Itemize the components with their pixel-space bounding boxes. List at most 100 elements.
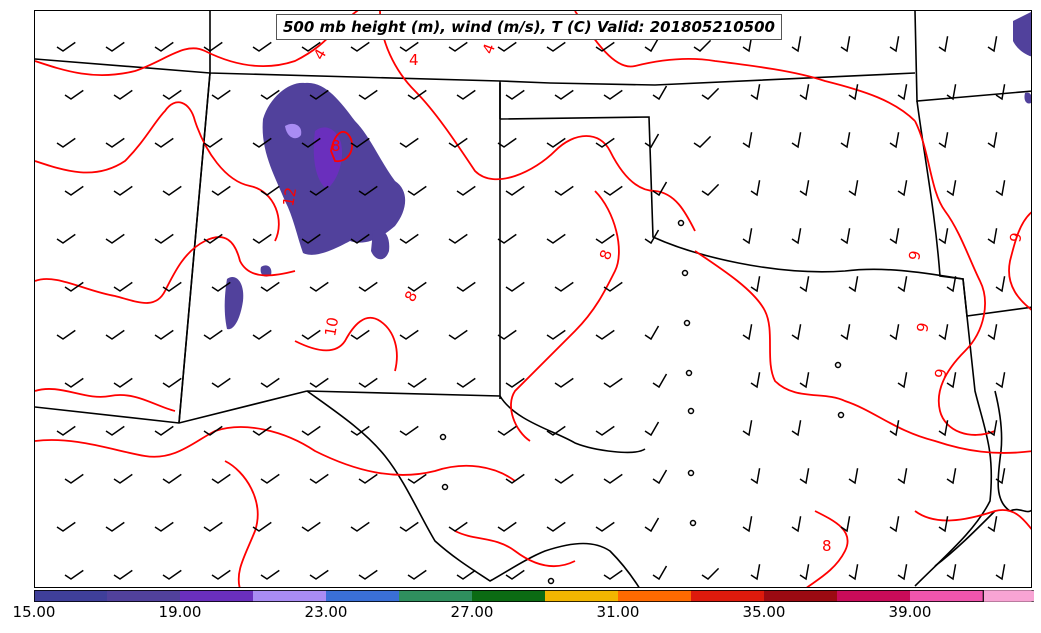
wind-barb xyxy=(56,329,76,340)
contour-line-f xyxy=(379,11,696,232)
border-arkansas-line xyxy=(916,100,1031,317)
wind-barb xyxy=(456,377,476,388)
wind-barb xyxy=(946,372,957,389)
wind-barb xyxy=(652,373,668,389)
wind-barb xyxy=(505,377,525,388)
contour-label: 12 xyxy=(279,186,300,208)
wind-barb xyxy=(309,185,329,196)
map-title: 500 mb height (m), wind (m/s), T (C) Val… xyxy=(276,14,782,40)
wind-barb xyxy=(358,185,378,196)
wind-barb xyxy=(358,569,378,580)
contour-line-n xyxy=(330,130,353,163)
wind-barb xyxy=(554,377,574,388)
wind-barb xyxy=(350,137,370,148)
wind-barb xyxy=(448,41,468,52)
wind-barb xyxy=(309,281,329,292)
shaded-region-e xyxy=(1024,92,1031,104)
wind-barb xyxy=(742,132,753,149)
wind-barb xyxy=(546,233,566,244)
wind-barb xyxy=(799,468,810,485)
wind-barb xyxy=(946,468,957,485)
wind-barb xyxy=(995,180,1006,197)
wind-barb xyxy=(154,233,174,244)
wind-barb xyxy=(64,89,84,100)
wind-barb xyxy=(260,185,280,196)
calm-wind-marker xyxy=(677,219,685,227)
wind-barb xyxy=(603,569,623,580)
wind-barb xyxy=(113,473,133,484)
calm-wind-marker xyxy=(687,407,695,415)
wind-barb xyxy=(750,468,761,485)
colorbar-segment xyxy=(253,590,326,602)
wind-barb xyxy=(252,137,272,148)
shaded-region-sw xyxy=(224,277,244,330)
wind-barb xyxy=(946,180,957,197)
calm-wind-marker xyxy=(834,361,842,369)
contour-line-j xyxy=(914,120,996,436)
colorbar-segment xyxy=(691,590,764,602)
wind-barb xyxy=(113,569,133,580)
wind-barb xyxy=(301,233,321,244)
wind-barb xyxy=(399,425,419,436)
wind-barb xyxy=(358,473,378,484)
contour-line-d xyxy=(35,388,176,412)
wind-barb xyxy=(211,377,231,388)
wind-barb xyxy=(309,377,329,388)
wind-barb xyxy=(252,521,272,532)
wind-barb xyxy=(56,521,76,532)
wind-barb xyxy=(203,233,223,244)
wind-barb xyxy=(497,329,517,340)
colorbar-segment xyxy=(326,590,399,602)
wind-barb xyxy=(644,133,660,149)
wind-barb xyxy=(56,425,76,436)
wind-barb xyxy=(358,281,378,292)
wind-barb xyxy=(358,89,378,100)
wind-barb xyxy=(595,521,615,532)
shaded-region-ne xyxy=(1013,12,1031,57)
wind-barb xyxy=(350,233,370,244)
calm-wind-marker xyxy=(681,269,689,277)
calm-wind-marker xyxy=(685,369,693,377)
wind-barb xyxy=(742,516,753,533)
wind-barb xyxy=(791,516,802,533)
border-texas-mexico-line xyxy=(306,390,646,587)
wind-barb xyxy=(897,84,908,101)
contour-label: 4 xyxy=(409,51,419,69)
wind-barb xyxy=(203,137,223,148)
wind-barb xyxy=(113,377,133,388)
colorbar-tick-label: 27.00 xyxy=(450,603,494,621)
wind-barb xyxy=(701,87,720,100)
wind-barb xyxy=(848,564,859,581)
wind-barb xyxy=(742,228,753,245)
wind-barb xyxy=(644,421,660,437)
wind-barb xyxy=(791,36,802,53)
wind-barb xyxy=(987,324,998,341)
wind-barb xyxy=(848,468,859,485)
border-gulf-coast-line xyxy=(994,390,1031,513)
wind-barb xyxy=(897,468,908,485)
contour-line-p xyxy=(224,460,259,587)
wind-barb xyxy=(791,420,802,437)
wind-barb xyxy=(799,372,810,389)
colorbar-segment xyxy=(837,590,910,602)
wind-barb xyxy=(946,84,957,101)
contour-line-m xyxy=(914,509,1031,530)
wind-barbs xyxy=(56,36,1006,585)
wind-barb xyxy=(799,564,810,581)
wind-barb xyxy=(448,329,468,340)
wind-barb xyxy=(497,425,517,436)
wind-barb xyxy=(505,89,525,100)
wind-barb xyxy=(889,132,900,149)
wind-barb xyxy=(211,185,231,196)
wind-barb xyxy=(162,377,182,388)
wind-barb xyxy=(105,41,125,52)
wind-barb xyxy=(505,185,525,196)
colorbar-tick-label: 23.00 xyxy=(304,603,348,621)
colorbar xyxy=(34,587,1041,603)
wind-barb xyxy=(742,36,753,53)
wind-barb xyxy=(350,41,370,52)
wind-barb xyxy=(203,425,223,436)
wind-barb xyxy=(603,377,623,388)
wind-barb xyxy=(595,329,615,340)
wind-barb xyxy=(350,425,370,436)
